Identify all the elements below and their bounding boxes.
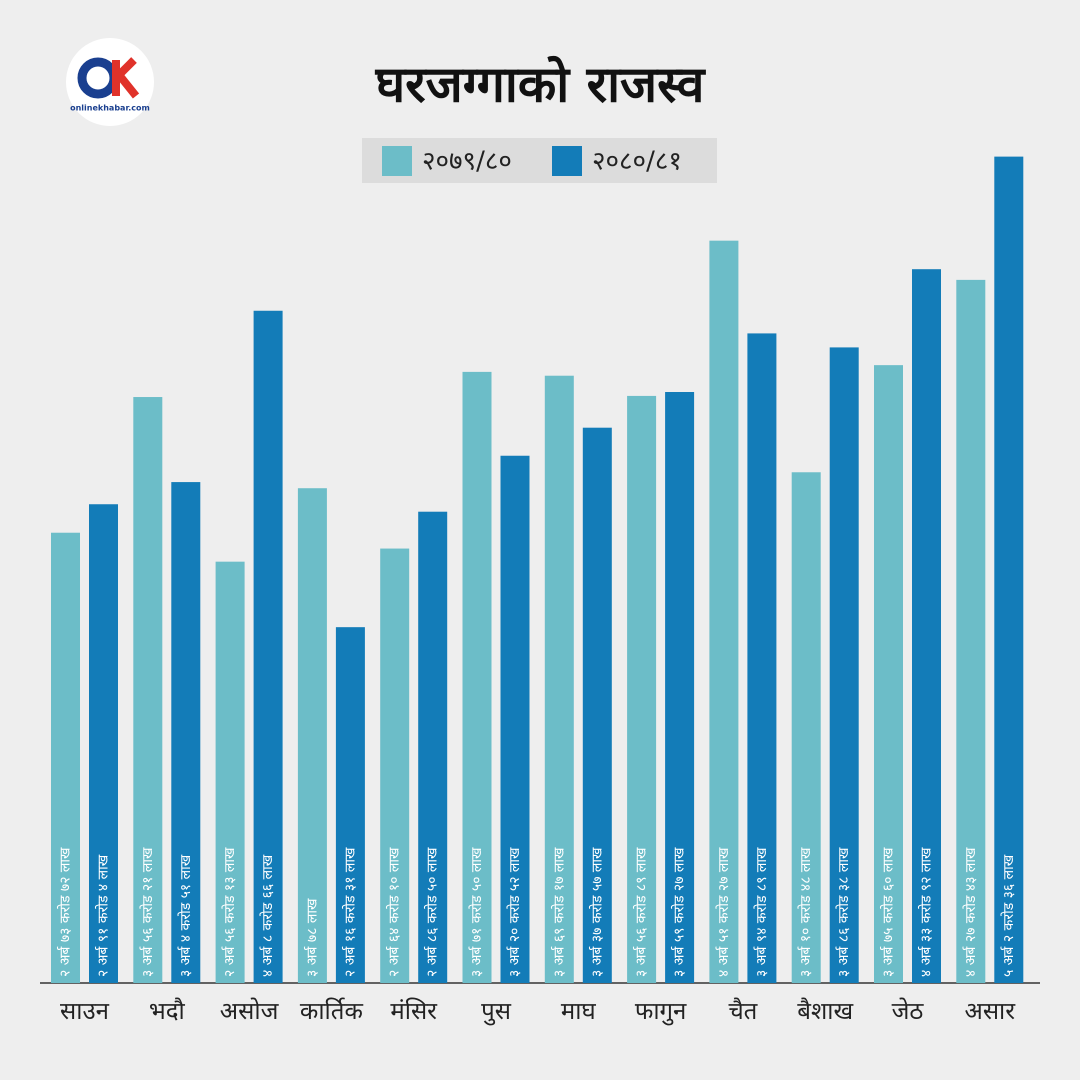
value-label: ४ अर्ब २७ करोड ४३ लाख bbox=[962, 847, 979, 977]
bar bbox=[335, 627, 365, 983]
logo-k bbox=[112, 57, 140, 99]
value-label: २ अर्ब ८६ करोड ५० लाख bbox=[424, 847, 441, 977]
x-tick-label: चैत bbox=[728, 997, 758, 1025]
x-tick-label: साउन bbox=[60, 997, 110, 1025]
bar bbox=[627, 395, 657, 983]
bar bbox=[582, 427, 612, 983]
legend-swatch bbox=[552, 146, 582, 176]
legend-box bbox=[362, 138, 717, 183]
bar bbox=[462, 371, 492, 983]
x-tick-label: कार्तिक bbox=[300, 997, 364, 1025]
bar bbox=[665, 392, 695, 983]
value-label: ४ अर्ब ५१ करोड २७ लाख bbox=[715, 847, 732, 977]
x-tick-label: भदौ bbox=[149, 997, 186, 1025]
legend-label: २०७९/८० bbox=[422, 147, 512, 177]
value-label: ३ अर्ब ४ करोड ५१ लाख bbox=[177, 854, 194, 977]
value-label: ४ अर्ब ३३ करोड ९२ लाख bbox=[918, 847, 935, 977]
bar bbox=[747, 333, 777, 983]
legend-label: २०८०/८१ bbox=[592, 147, 682, 177]
value-label: ३ अर्ब ३७ करोड ५७ लाख bbox=[588, 847, 605, 977]
value-label: ३ अर्ब २० करोड ५२ लाख bbox=[506, 847, 523, 977]
value-label: २ अर्ब ९१ करोड ४ लाख bbox=[95, 854, 112, 977]
value-label: ३ अर्ब ८६ करोड ३८ लाख bbox=[835, 847, 852, 977]
value-label: ३ अर्ब ९४ करोड ८९ लाख bbox=[753, 847, 770, 977]
bar bbox=[544, 375, 574, 984]
value-label: ३ अर्ब ५९ करोड २७ लाख bbox=[671, 847, 688, 977]
bar bbox=[380, 548, 410, 983]
x-tick-label: जेठ bbox=[892, 997, 925, 1025]
bar bbox=[994, 156, 1024, 983]
chart-title: घरजग्गाको राजस्व bbox=[375, 56, 707, 114]
bar bbox=[874, 365, 903, 983]
bar bbox=[829, 347, 859, 983]
x-tick-label: माघ bbox=[561, 997, 597, 1025]
x-tick-label: असार bbox=[965, 997, 1017, 1025]
legend-swatch bbox=[382, 146, 412, 176]
bar bbox=[791, 472, 821, 983]
value-label: ३ अर्ब १० करोड ४८ लाख bbox=[797, 847, 814, 977]
value-label: २ अर्ब ५६ करोड १३ लाख bbox=[221, 847, 238, 977]
bar bbox=[297, 488, 327, 983]
x-tick-label: मंसिर bbox=[390, 997, 438, 1025]
value-label: २ अर्ब ६४ करोड १० लाख bbox=[386, 847, 403, 977]
bar bbox=[500, 455, 530, 983]
bar bbox=[912, 269, 941, 983]
value-label: ३ अर्ब ५६ करोड २१ लाख bbox=[139, 847, 156, 977]
x-tick-label: असोज bbox=[220, 997, 280, 1025]
logo: onlinekhabar.com bbox=[66, 38, 154, 126]
bar bbox=[133, 397, 163, 983]
value-label: ३ अर्ब ५६ करोड ८९ लाख bbox=[633, 847, 650, 977]
bar bbox=[89, 504, 118, 983]
x-tick-label: बैशाख bbox=[797, 997, 853, 1025]
value-label: ३ अर्ब ७५ करोड ६० लाख bbox=[880, 847, 897, 977]
bar bbox=[171, 482, 201, 983]
bar bbox=[709, 240, 739, 984]
bar bbox=[215, 561, 245, 983]
value-label: ४ अर्ब ८ करोड ६६ लाख bbox=[259, 854, 276, 977]
value-label: ३ अर्ब ७८ लाख bbox=[303, 898, 320, 977]
x-tick-label: फागुन bbox=[635, 997, 687, 1026]
bar bbox=[253, 310, 283, 984]
value-label: २ अर्ब १६ करोड ३१ लाख bbox=[341, 847, 358, 977]
value-label: ३ अर्ब ६९ करोड १७ लाख bbox=[550, 847, 567, 977]
bar bbox=[956, 279, 986, 983]
bar bbox=[418, 511, 448, 983]
bar bbox=[51, 532, 80, 983]
value-label: ३ अर्ब ७१ करोड ५० लाख bbox=[468, 847, 485, 977]
value-label: २ अर्ब ७३ करोड ७२ लाख bbox=[57, 847, 74, 977]
x-tick-label: पुस bbox=[481, 997, 512, 1026]
logo-text: onlinekhabar.com bbox=[70, 104, 150, 113]
value-label: ५ अर्ब २ करोड ३६ लाख bbox=[1000, 854, 1017, 977]
